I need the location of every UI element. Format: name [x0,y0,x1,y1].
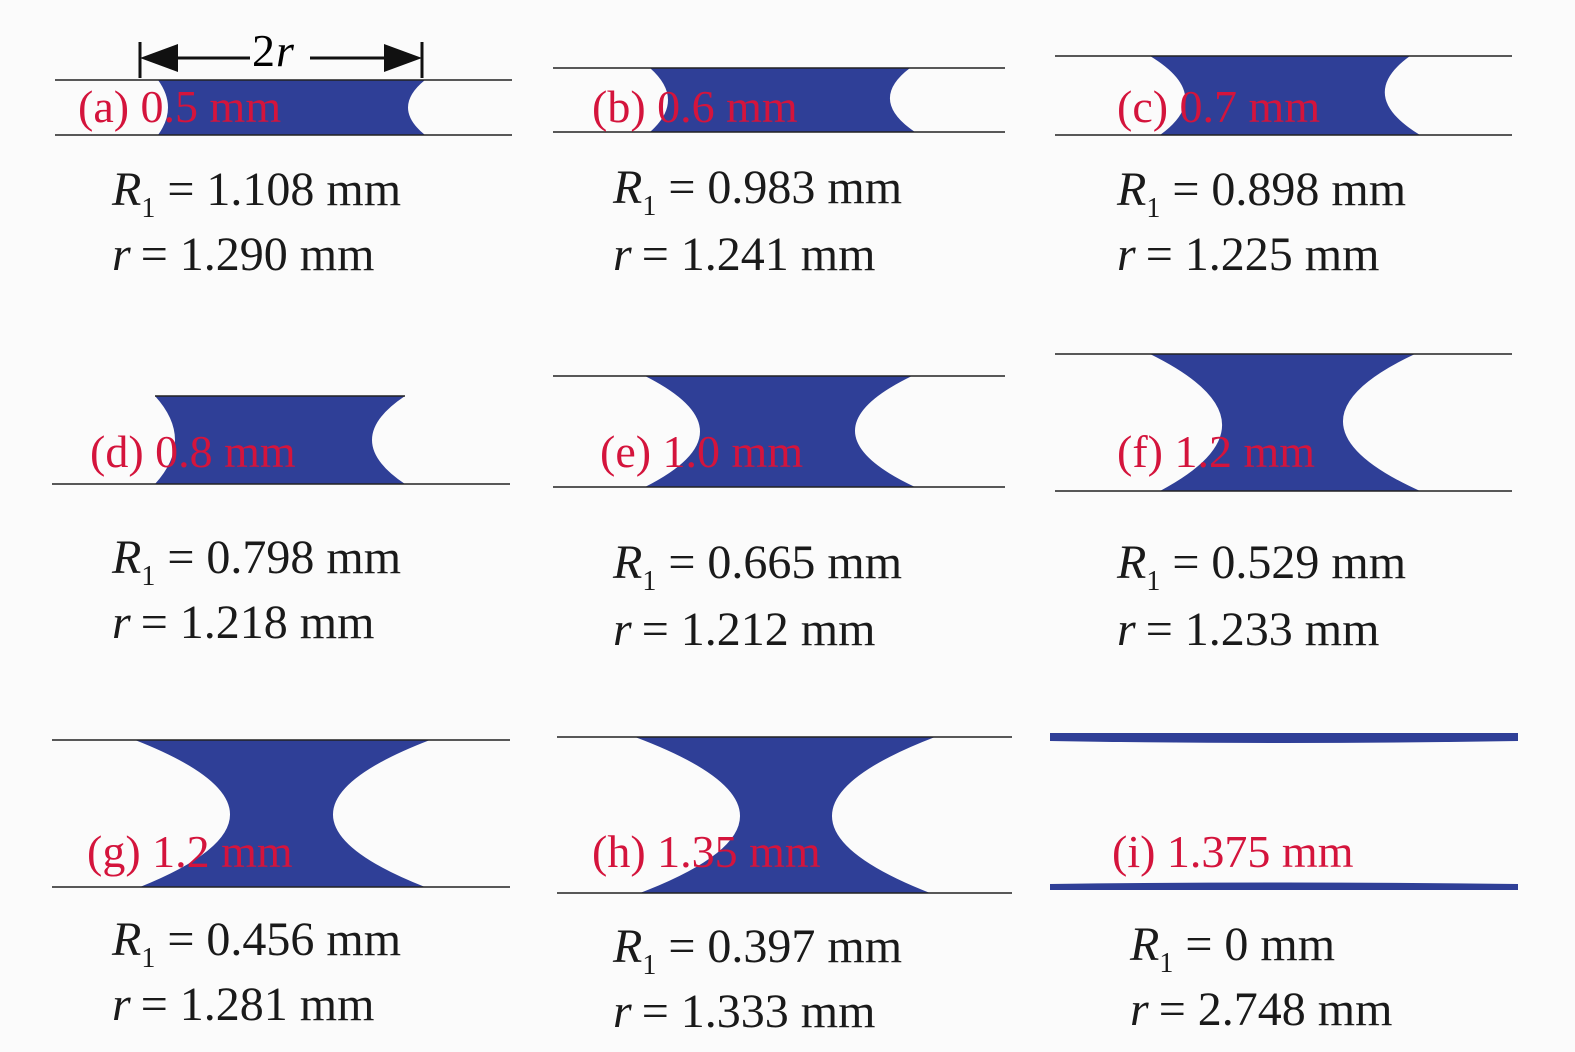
r1-symbol: R [1116,163,1146,216]
r1-value: R1 = 0.983 mm [612,161,902,222]
liquid-bridge [1150,56,1420,135]
r1-text: = 0.983 mm [668,161,902,214]
r-text: = 1.233 mm [1146,603,1380,656]
r1-text: = 0.898 mm [1172,163,1406,216]
liquid-film [1050,733,1518,743]
r1-symbol: R [111,913,141,966]
r-value: r = 1.233 mm [1117,603,1379,656]
r-text: = 1.225 mm [1146,228,1380,281]
r1-subscript: 1 [1146,193,1160,224]
r-value: r = 1.281 mm [112,978,374,1031]
r1-value: R1 = 0 mm [1129,918,1335,979]
r1-symbol: R [612,536,642,589]
r-value: r = 1.241 mm [613,228,875,281]
r1-text: = 0.665 mm [668,536,902,589]
liquid-bridge [645,376,915,487]
r-text: = 1.290 mm [141,228,375,281]
liquid-bridge [635,737,935,893]
panel-label: (c) 0.7 mm [1117,81,1320,132]
r1-value: R1 = 0.397 mm [612,920,902,981]
r-symbol: r [112,978,131,1031]
r-symbol: r [613,985,632,1038]
panel-label: (a) 0.5 mm [78,81,281,132]
panel: (e) 1.0 mm R1 = 0.665 mm r = 1.212 mm [553,375,1005,656]
panel-label: (f) 1.2 mm [1117,426,1315,477]
panel: (b) 0.6 mm R1 = 0.983 mm r = 1.241 mm [553,67,1005,281]
r-text: = 1.218 mm [141,596,375,649]
dimension-annotation: 2 r [138,25,424,78]
r1-text: = 1.108 mm [167,163,401,216]
r-value: r = 1.212 mm [613,603,875,656]
r1-value: R1 = 0.456 mm [111,913,401,974]
r1-text: = 0.798 mm [167,531,401,584]
liquid-bridge [1150,354,1420,491]
r1-text: = 0 mm [1185,918,1335,971]
r-text: = 2.748 mm [1159,983,1393,1036]
panel: (i) 1.375 mm R1 = 0 mm r = 2.748 mm [1050,733,1518,1036]
r-text: = 1.333 mm [642,985,876,1038]
r1-subscript: 1 [141,561,155,592]
r1-text: = 0.456 mm [167,913,401,966]
panel: (a) 0.5 mm R1 = 1.108 mm r = 1.290 mm [55,79,512,281]
liquid-film [1050,882,1518,890]
r-symbol: r [112,596,131,649]
liquid-bridge [158,80,425,135]
panel-label: (d) 0.8 mm [90,426,296,477]
r-text: = 1.241 mm [642,228,876,281]
r1-symbol: R [111,531,141,584]
r1-symbol: R [1116,536,1146,589]
panel-label: (b) 0.6 mm [592,81,798,132]
panel: (h) 1.35 mm R1 = 0.397 mm r = 1.333 mm [557,736,1012,1038]
r1-subscript: 1 [141,943,155,974]
r1-value: R1 = 0.665 mm [612,536,902,597]
panel-label: (g) 1.2 mm [87,826,293,877]
r1-value: R1 = 0.529 mm [1116,536,1406,597]
panel: (f) 1.2 mm R1 = 0.529 mm r = 1.233 mm [1055,353,1512,656]
r1-subscript: 1 [642,950,656,981]
liquid-bridge [135,740,430,887]
r1-subscript: 1 [141,193,155,224]
r1-symbol: R [1129,918,1159,971]
panel-label: (h) 1.35 mm [592,826,821,877]
r1-symbol: R [111,163,141,216]
r-value: r = 1.333 mm [613,985,875,1038]
r1-value: R1 = 0.798 mm [111,531,401,592]
r-symbol: r [613,603,632,656]
r-text: = 1.212 mm [642,603,876,656]
r1-subscript: 1 [642,191,656,222]
panel: (g) 1.2 mm R1 = 0.456 mm r = 1.281 mm [52,739,510,1031]
r1-subscript: 1 [1146,566,1160,597]
panel-label: (e) 1.0 mm [600,426,803,477]
r-value: r = 1.290 mm [112,228,374,281]
r-text: = 1.281 mm [141,978,375,1031]
r-symbol: r [1117,228,1136,281]
r-value: r = 2.748 mm [1130,983,1392,1036]
r1-subscript: 1 [1159,948,1173,979]
r-symbol: r [1130,983,1149,1036]
panel: (c) 0.7 mm R1 = 0.898 mm r = 1.225 mm [1055,55,1512,281]
r1-subscript: 1 [642,566,656,597]
r1-value: R1 = 1.108 mm [111,163,401,224]
r1-symbol: R [612,161,642,214]
r1-text: = 0.529 mm [1172,536,1406,589]
r-symbol: r [1117,603,1136,656]
r-symbol: r [112,228,131,281]
annotation-symbol: r [276,25,295,76]
r1-text: = 0.397 mm [668,920,902,973]
panel: (d) 0.8 mm R1 = 0.798 mm r = 1.218 mm [52,395,510,649]
r-value: r = 1.218 mm [112,596,374,649]
r1-value: R1 = 0.898 mm [1116,163,1406,224]
liquid-bridge [155,396,405,484]
liquid-bridge [650,68,915,132]
r-value: r = 1.225 mm [1117,228,1379,281]
annotation-number: 2 [252,25,275,76]
r-symbol: r [613,228,632,281]
r1-symbol: R [612,920,642,973]
panel-label: (i) 1.375 mm [1112,826,1354,877]
